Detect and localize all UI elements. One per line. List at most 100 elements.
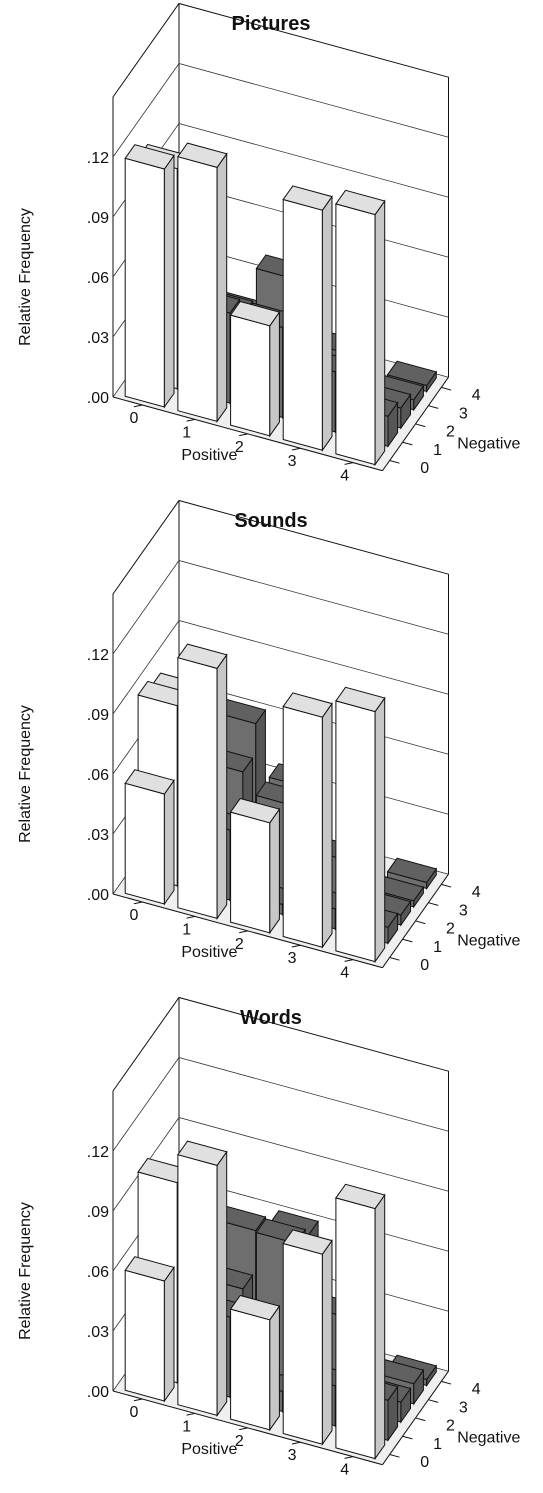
- bar-pos4-neg0: [335, 686, 386, 964]
- y-tick-label: .00: [87, 390, 109, 407]
- x-tick-label: 0: [130, 410, 139, 427]
- y-tick-label: .09: [87, 1204, 109, 1221]
- z-tick-label: 1: [433, 1436, 442, 1453]
- y-tick-label: .00: [87, 1384, 109, 1401]
- bar-pos3-neg0: [282, 692, 333, 949]
- y-axis-label: Relative Frequency: [17, 208, 34, 346]
- x-tick: [133, 404, 143, 408]
- y-tick-label: .03: [87, 827, 109, 844]
- positive-axis-line: [112, 893, 383, 969]
- gridline: [112, 1117, 449, 1212]
- y-axis-label: Relative Frequency: [17, 1202, 34, 1340]
- z-tick: [428, 902, 439, 906]
- y-tick-label: .12: [87, 150, 109, 167]
- x-tick-label: 0: [130, 1404, 139, 1421]
- z-tick: [402, 441, 413, 446]
- x-tick-label: 4: [340, 1462, 349, 1479]
- positive-axis-line: [112, 1390, 383, 1466]
- y-tick-label: .00: [87, 887, 109, 904]
- x-tick: [239, 1427, 248, 1431]
- y-tick-label: .03: [87, 330, 109, 347]
- z-tick-label: 0: [420, 1454, 429, 1471]
- z-tick: [415, 920, 426, 925]
- x-tick: [344, 1456, 354, 1459]
- negative-axis-line: [382, 1370, 449, 1465]
- z-tick-label: 1: [433, 442, 442, 459]
- x-tick-label: 2: [235, 936, 244, 953]
- gridline: [112, 1057, 449, 1152]
- words-chart-panel: Words .00.03.06.09.12 0 1 2 3 4 0 1 2 3 4 Positive Ne…: [0, 994, 543, 1491]
- x-tick-label: 4: [340, 468, 349, 485]
- y-tick-label: .09: [87, 707, 109, 724]
- bar-pos3-neg0: [282, 1229, 333, 1446]
- x-tick: [133, 901, 143, 905]
- sounds-chart-panel: Sounds .00.03.06.09.12 0 1 2 3 4 0 1 2 3 4 Positive N…: [0, 497, 543, 994]
- x-tick: [291, 1441, 301, 1445]
- z-tick: [441, 1380, 452, 1385]
- y-tick-label: .12: [87, 647, 109, 664]
- x-tick: [291, 447, 301, 451]
- z-tick-label: 2: [446, 424, 455, 441]
- z-tick-label: 2: [446, 921, 455, 938]
- z-tick-label: 1: [433, 939, 442, 956]
- z-tick: [441, 883, 452, 888]
- x-tick-label: 1: [182, 921, 191, 938]
- gridline: [112, 620, 449, 715]
- bar-pos1-neg0: [177, 142, 228, 423]
- y-tick-label: .06: [87, 767, 109, 784]
- bar-pos4-neg0: [335, 1183, 386, 1461]
- x-axis-label: Positive: [181, 447, 237, 464]
- y-tick-label: .03: [87, 1324, 109, 1341]
- x-tick-label: 3: [288, 1447, 297, 1464]
- x-tick-label: 3: [288, 950, 297, 967]
- bar-pos2-neg0: [229, 1294, 281, 1432]
- x-tick: [239, 930, 248, 934]
- pictures-chart-panel: Pictures .00.03.06.09.12 0 1 2 3 4 0 1 2 3 4 Positiv…: [0, 0, 543, 497]
- z-tick-label: 2: [446, 1418, 455, 1435]
- bar-pos1-neg0: [177, 1140, 228, 1417]
- x-tick: [186, 1412, 196, 1416]
- bar-pos2-neg0: [229, 300, 281, 438]
- y-tick-label: .09: [87, 210, 109, 227]
- z-tick: [389, 460, 400, 464]
- z-tick: [428, 1399, 439, 1403]
- x-tick-label: 3: [288, 453, 297, 470]
- x-tick-label: 1: [182, 1418, 191, 1435]
- bar-pos0-neg0: [124, 1256, 175, 1403]
- z-axis-label: Negative: [457, 1430, 520, 1447]
- chart-title: Words: [240, 1007, 302, 1029]
- x-tick: [186, 915, 196, 919]
- bar-pos0-neg0: [124, 769, 175, 906]
- z-tick-label: 0: [420, 460, 429, 477]
- z-tick-label: 4: [472, 387, 481, 404]
- x-tick: [344, 462, 354, 465]
- x-axis-label: Positive: [181, 1441, 237, 1458]
- z-tick: [441, 386, 452, 391]
- x-tick: [344, 959, 354, 962]
- bar-pos3-neg0: [282, 185, 333, 452]
- x-tick: [291, 944, 301, 948]
- x-tick: [133, 1398, 143, 1402]
- gridline: [112, 560, 449, 655]
- z-tick-label: 3: [459, 1399, 468, 1416]
- x-axis-label: Positive: [181, 944, 237, 961]
- chart-title: Sounds: [234, 510, 307, 532]
- z-axis-label: Negative: [457, 436, 520, 453]
- y-tick-label: .06: [87, 1264, 109, 1281]
- x-tick-label: 4: [340, 965, 349, 982]
- x-tick-label: 2: [235, 1433, 244, 1450]
- bar-pos4-neg0: [335, 189, 386, 467]
- z-axis-label: Negative: [457, 933, 520, 950]
- x-tick-label: 1: [182, 424, 191, 441]
- z-tick-label: 4: [472, 884, 481, 901]
- z-tick: [389, 957, 400, 961]
- z-tick-label: 3: [459, 405, 468, 422]
- z-tick-label: 4: [472, 1381, 481, 1398]
- z-tick: [415, 1417, 426, 1422]
- x-tick: [239, 433, 248, 437]
- y-tick-label: .06: [87, 270, 109, 287]
- z-tick: [402, 1435, 413, 1440]
